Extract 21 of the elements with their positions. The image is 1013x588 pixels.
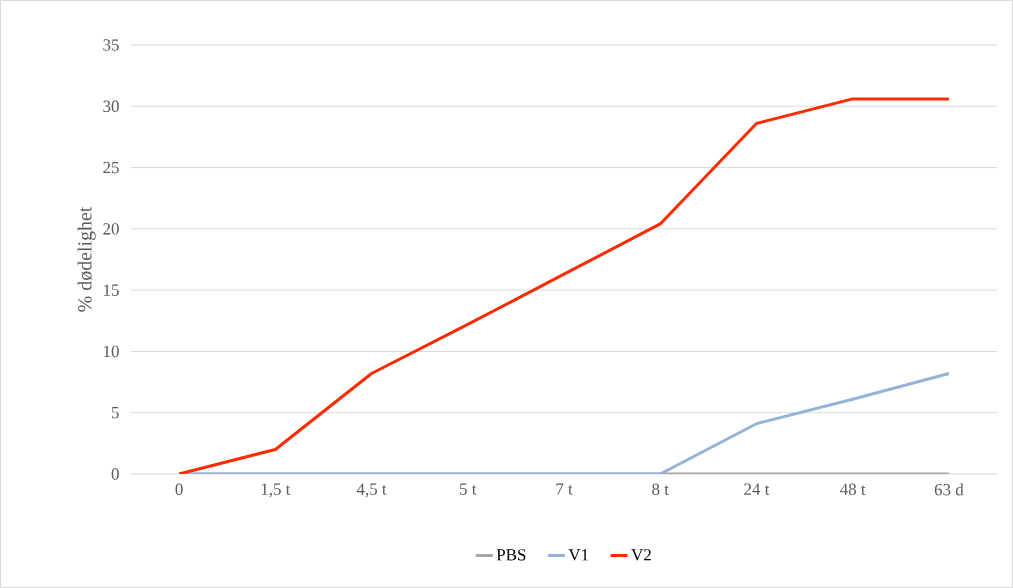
y-tick-label: 35 xyxy=(103,39,119,51)
legend-label: V1 xyxy=(568,549,589,561)
x-tick-label: 24 t xyxy=(744,483,770,495)
y-axis-title: % dødelighet xyxy=(77,206,96,312)
x-tick-label: 7 t xyxy=(556,483,573,495)
y-tick-label: 5 xyxy=(112,407,119,419)
y-tick-label: 10 xyxy=(104,345,119,358)
y-tick-label: 15 xyxy=(104,284,119,296)
y-tick-label: 0 xyxy=(111,468,119,480)
x-tick-label: 8 t xyxy=(652,483,669,495)
y-tick-label: 30 xyxy=(103,100,119,112)
x-tick-label: 4,5 t xyxy=(356,483,387,498)
y-tick-label: 25 xyxy=(103,161,119,174)
legend-label: V2 xyxy=(631,549,651,561)
x-tick-label: 1,5 t xyxy=(261,483,291,498)
x-tick-label: 63 d xyxy=(934,483,964,496)
x-tick-label: 48 t xyxy=(840,483,866,495)
y-tick-label: 20 xyxy=(103,223,119,235)
x-tick-label: 5 t xyxy=(460,483,477,495)
x-tick-label: 0 xyxy=(175,483,183,495)
legend-label: PBS xyxy=(496,549,526,561)
